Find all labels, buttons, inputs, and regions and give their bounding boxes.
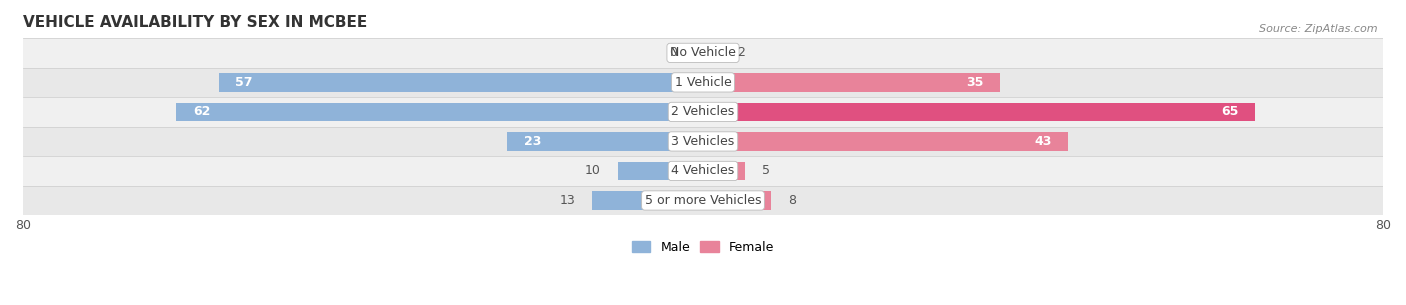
Text: 10: 10 <box>585 164 600 178</box>
Text: 57: 57 <box>235 76 253 89</box>
Text: 62: 62 <box>193 106 211 118</box>
Text: No Vehicle: No Vehicle <box>671 46 735 59</box>
Text: 8: 8 <box>787 194 796 207</box>
Bar <box>703 44 720 62</box>
Bar <box>22 97 1384 127</box>
Text: 2 Vehicles: 2 Vehicles <box>672 106 734 118</box>
Text: 4 Vehicles: 4 Vehicles <box>672 164 734 178</box>
Bar <box>619 162 703 180</box>
Text: 0: 0 <box>669 46 678 59</box>
Text: 5: 5 <box>762 164 770 178</box>
Text: 43: 43 <box>1035 135 1052 148</box>
Bar <box>508 132 703 151</box>
Bar <box>592 191 703 210</box>
Bar <box>22 68 1384 97</box>
Text: 35: 35 <box>966 76 984 89</box>
Bar <box>703 73 1001 92</box>
Text: VEHICLE AVAILABILITY BY SEX IN MCBEE: VEHICLE AVAILABILITY BY SEX IN MCBEE <box>22 15 367 30</box>
Bar <box>22 186 1384 215</box>
Legend: Male, Female: Male, Female <box>627 235 779 259</box>
Text: 1 Vehicle: 1 Vehicle <box>675 76 731 89</box>
Text: Source: ZipAtlas.com: Source: ZipAtlas.com <box>1260 24 1378 34</box>
Text: 23: 23 <box>524 135 541 148</box>
Text: 2: 2 <box>737 46 745 59</box>
Bar <box>703 103 1256 121</box>
Text: 65: 65 <box>1222 106 1239 118</box>
Bar <box>703 162 745 180</box>
Bar <box>703 191 770 210</box>
Bar <box>22 38 1384 68</box>
Bar <box>22 127 1384 156</box>
Bar <box>703 132 1069 151</box>
Text: 3 Vehicles: 3 Vehicles <box>672 135 734 148</box>
Bar <box>176 103 703 121</box>
Text: 5 or more Vehicles: 5 or more Vehicles <box>645 194 761 207</box>
Bar <box>22 156 1384 186</box>
Text: 13: 13 <box>560 194 575 207</box>
Bar <box>218 73 703 92</box>
